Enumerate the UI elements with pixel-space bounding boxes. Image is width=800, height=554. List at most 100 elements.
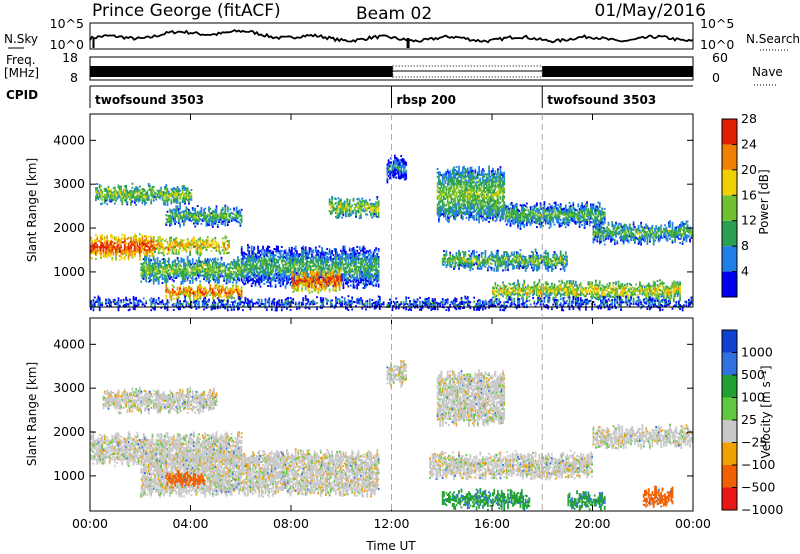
echo-cell [451,202,454,205]
echo-cell [100,191,102,194]
echo-cell [244,274,247,277]
echo-cell [208,244,210,247]
echo-cell [111,247,114,249]
echo-cell [134,188,136,190]
echo-cell [106,234,109,237]
echo-cell [352,280,355,283]
echo-cell [188,202,190,205]
echo-cell [332,273,335,276]
echo-cell [353,251,356,253]
echo-cell [238,271,240,274]
echo-cell [229,274,232,277]
echo-cell [223,246,225,249]
echo-cell [121,257,124,260]
echo-cell [166,220,169,223]
echo-cell [115,236,117,239]
echo-cell [238,267,240,270]
echo-cell [211,269,214,272]
echo-cell [113,238,116,241]
echo-cell [179,203,181,206]
echo-cell [245,263,248,266]
echo-cell [199,250,202,253]
echo-cell [225,282,228,285]
echo-cell [100,252,102,255]
echo-cell [116,193,119,196]
echo-cell [141,238,144,241]
echo-cell [157,252,160,255]
echo-cell [176,257,179,259]
echo-cell [142,248,145,250]
echo-cell [243,257,246,260]
echo-cell [186,244,189,246]
date-title: 01/May/2016 [595,1,707,21]
echo-cell [176,191,179,194]
echo-cell [340,269,342,272]
echo-cell [142,277,145,280]
echo-cell [274,279,277,282]
echo-cell [92,243,95,246]
echo-cell [174,211,176,213]
echo-cell [174,213,176,215]
echo-cell [267,269,269,272]
echo-cell [225,272,228,275]
echo-cell [107,195,110,198]
echo-cell [210,271,213,274]
echo-cell [188,242,190,245]
echo-cell [151,248,154,251]
echo-cell [151,191,154,194]
echo-cell [395,176,398,179]
echo-cell [189,254,191,256]
echo-cell [141,267,144,270]
echo-cell [118,186,121,189]
echo-cell [248,272,251,275]
echo-cell [221,286,224,289]
echo-cell [108,245,111,248]
echo-cell [240,269,243,272]
echo-cell [226,222,229,224]
echo-cell [240,279,243,282]
echo-cell [377,248,380,251]
echo-cell [162,261,165,264]
echo-cell [152,258,155,261]
echo-cell [208,271,210,274]
echo-cell [101,194,104,197]
echo-cell [206,276,209,279]
echo-cell [225,278,228,281]
echo-cell [162,197,165,200]
echo-cell [220,213,223,216]
echo-cell [174,216,176,219]
echo-cell [230,216,233,218]
echo-cell [250,277,253,280]
echo-cell [253,260,256,263]
echo-cell [188,275,190,278]
echo-cell [100,239,102,241]
echo-cell [111,235,114,238]
echo-cell [135,186,137,189]
echo-cell [223,275,225,278]
echo-cell [318,287,321,290]
echo-cell [93,243,96,245]
echo-cell [160,264,163,267]
echo-cell [98,196,101,199]
echo-cell [196,249,199,252]
echo-cell [106,195,109,198]
echo-cell [206,236,209,238]
echo-cell [150,245,153,248]
echo-cell [175,215,178,218]
echo-cell [152,185,155,188]
echo-cell [250,249,253,252]
echo-cell [200,265,203,267]
echo-cell [162,269,165,272]
echo-cell [203,270,205,273]
echo-cell [181,216,184,219]
echo-cell [134,189,136,192]
echo-cell [229,266,232,269]
echo-cell [131,256,134,259]
echo-cell [176,268,179,271]
echo-cell [176,189,179,192]
echo-cell [100,237,102,239]
echo-cell [242,255,244,258]
echo-cell [230,263,233,265]
echo-cell [100,197,102,200]
echo-cell [122,190,125,193]
